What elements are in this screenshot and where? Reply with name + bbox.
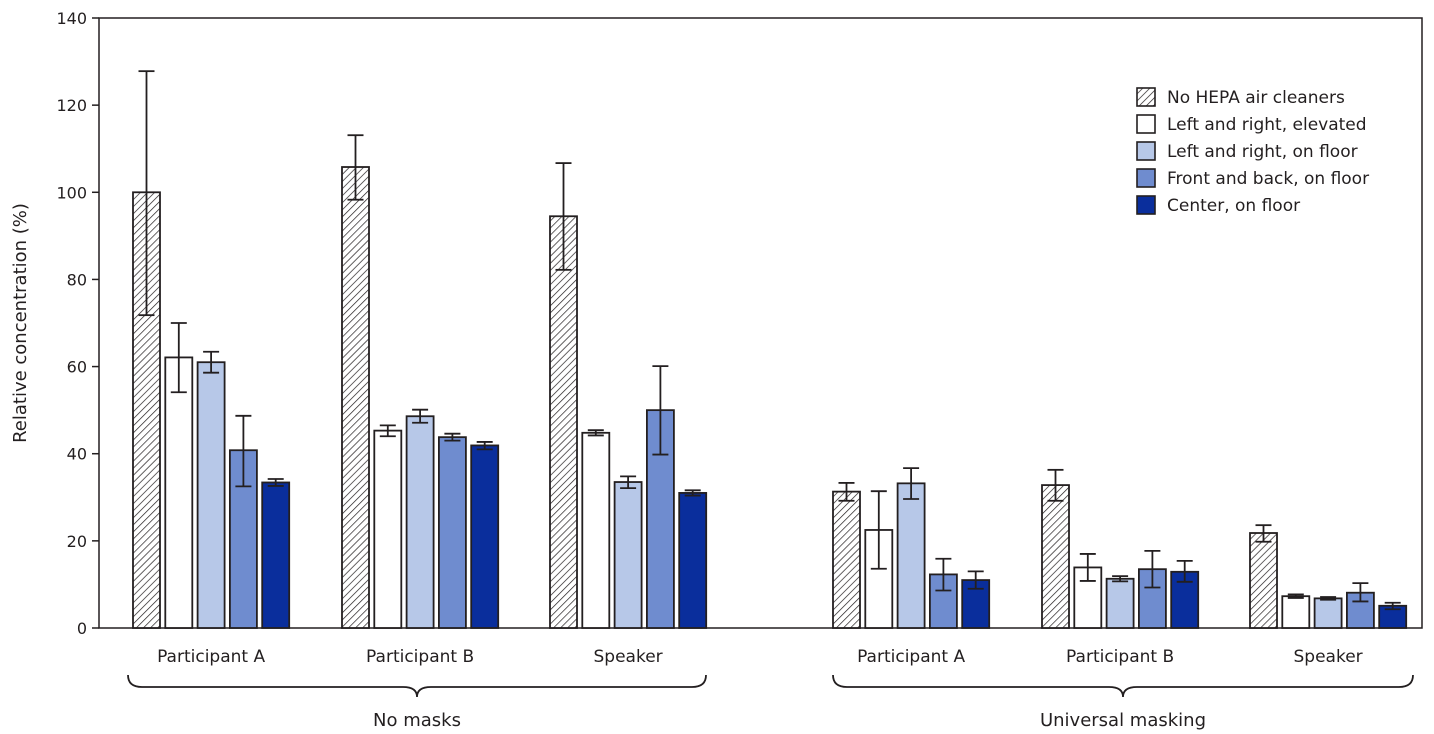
bar (678, 492, 708, 629)
bars (132, 70, 1408, 629)
category-label: Participant B (1066, 647, 1174, 667)
group-brace (127, 674, 707, 698)
bar (1281, 595, 1311, 629)
bar (196, 361, 226, 629)
y-tick-label: 40 (67, 445, 87, 464)
group-label: Universal masking (1040, 710, 1206, 731)
bar (896, 482, 926, 629)
legend-swatch (1136, 141, 1156, 161)
category-label: Speaker (1294, 647, 1363, 667)
bar (1041, 484, 1070, 629)
bar (261, 481, 291, 629)
group-brace (832, 674, 1414, 698)
category-label: Participant A (157, 647, 265, 667)
legend-swatch (1136, 168, 1156, 188)
category-label: Participant B (366, 647, 474, 667)
y-tick-label: 0 (77, 619, 87, 638)
y-axis: 0 20 40 60 80 100 120 140 (56, 9, 99, 638)
bar (1249, 532, 1278, 629)
bar (405, 415, 435, 629)
y-tick-label: 60 (67, 358, 87, 377)
bar (549, 215, 578, 629)
legend-swatch (1136, 87, 1156, 107)
legend-swatch (1136, 195, 1156, 215)
bar (164, 356, 194, 629)
legend: No HEPA air cleaners Left and right, elev… (1136, 87, 1369, 216)
legend-swatch (1136, 114, 1156, 134)
bar (437, 436, 467, 629)
group-label: No masks (373, 710, 461, 731)
y-tick-label: 140 (56, 9, 87, 28)
y-tick-label: 80 (67, 270, 87, 289)
bar (373, 429, 403, 629)
bar (581, 431, 611, 629)
bar (1313, 597, 1343, 629)
y-tick-label: 20 (67, 532, 87, 551)
category-label: Participant A (857, 647, 965, 667)
y-tick-label: 100 (56, 183, 87, 202)
bar (1105, 577, 1135, 629)
legend-label: Left and right, elevated (1167, 115, 1367, 135)
bar (832, 490, 861, 629)
plot-frame (98, 17, 1423, 629)
bar (613, 481, 643, 629)
category-label: Speaker (594, 647, 663, 667)
legend-label: No HEPA air cleaners (1167, 88, 1345, 108)
legend-label: Center, on floor (1167, 196, 1300, 216)
legend-label: Left and right, on floor (1167, 142, 1358, 162)
x-axis: Participant A Participant B Speaker No mask… (127, 647, 1414, 731)
legend-label: Front and back, on floor (1167, 169, 1369, 189)
bar (470, 444, 500, 629)
y-axis-title: Relative concentration (%) (10, 203, 31, 443)
bar (341, 166, 370, 629)
y-tick-label: 120 (56, 96, 87, 115)
